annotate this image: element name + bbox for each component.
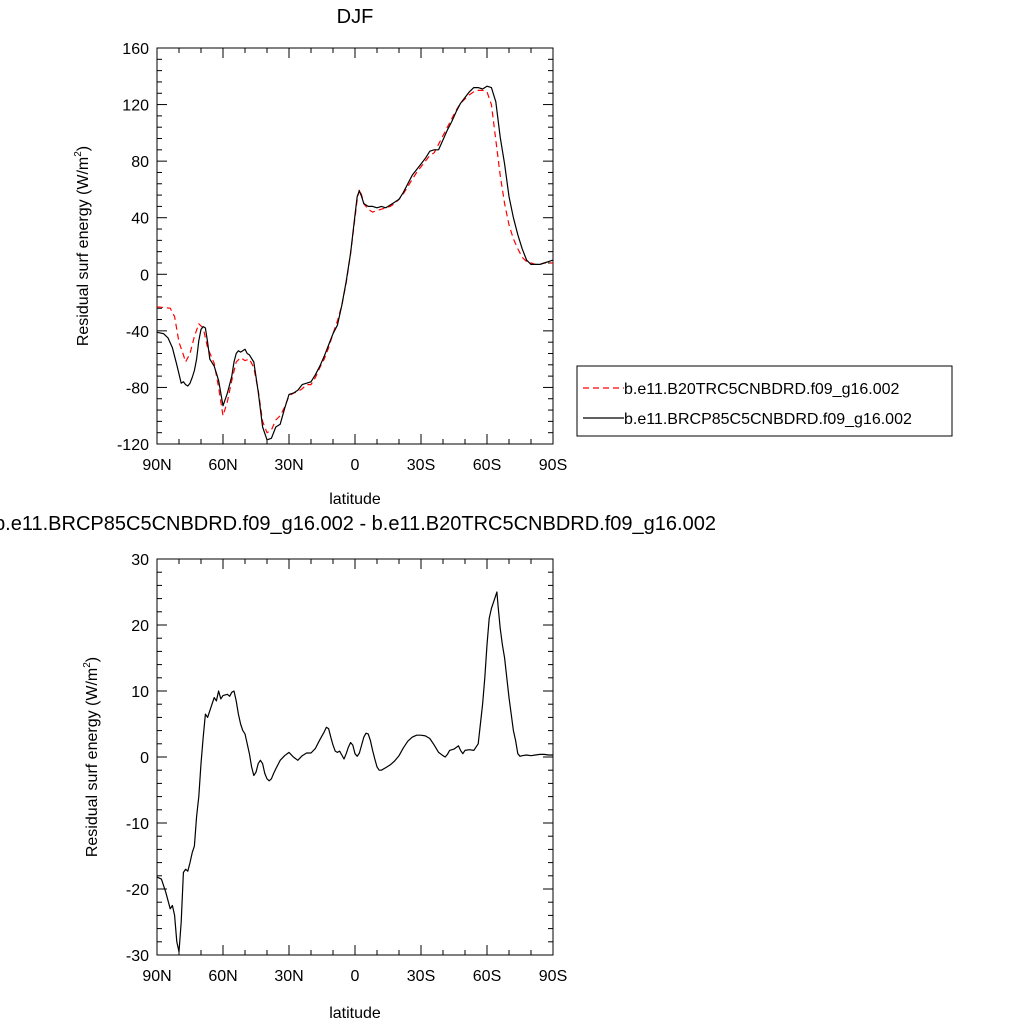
bottom-y-axis-label-sup: 2 — [82, 662, 93, 668]
bottom-x-tick-label: 0 — [351, 968, 360, 985]
bottom-y-axis-label-close: ) — [84, 657, 101, 662]
top-x-tick-label: 60N — [208, 457, 237, 474]
top-x-tick-label: 60S — [473, 457, 501, 474]
top-y-tick-label: -80 — [126, 380, 149, 397]
bottom-y-tick-label: 30 — [131, 552, 149, 569]
top-y-axis-label: Residual surf energy (W/m2) — [73, 146, 92, 346]
top-x-tick-label: 30S — [407, 457, 435, 474]
bottom-series-lines — [156, 591, 553, 953]
bottom-y-tick-label: -30 — [126, 948, 149, 965]
bottom-title: b.e11.BRCP85C5CNBDRD.f09_g16.002 - b.e11… — [0, 513, 716, 535]
top-y-tick-label: 80 — [131, 154, 149, 171]
top-plot-frame — [156, 47, 554, 445]
bottom-x-tick-label: 30S — [407, 968, 435, 985]
top-y-tick-label: 40 — [131, 211, 149, 228]
top-x-tick-label: 90N — [142, 457, 171, 474]
top-series-line-1 — [156, 85, 554, 441]
bottom-y-tick-label: 20 — [131, 618, 149, 635]
legend-box — [576, 365, 953, 437]
top-ticks: 90N 60N 30N 0 30S 60S 90S -120 -80 -40 0 40 80 120 160 — [117, 41, 567, 474]
top-x-tick-label: 0 — [351, 457, 360, 474]
bottom-x-tick-label: 90N — [142, 968, 171, 985]
bottom-y-tick-label: -20 — [126, 882, 149, 899]
top-series-lines — [156, 85, 554, 441]
bottom-x-tick-label: 90S — [539, 968, 567, 985]
top-title: DJF — [337, 6, 374, 28]
top-y-axis-label-main: Residual surf energy (W/m — [75, 157, 92, 346]
top-y-axis-label-sup: 2 — [73, 151, 84, 157]
bottom-y-axis-label: Residual surf energy (W/m2) — [82, 657, 101, 857]
top-y-axis-label-close: ) — [75, 146, 92, 151]
top-y-tick-label: 120 — [122, 98, 149, 115]
top-panel: DJF 90N 60N 30N 0 30S 60S 90S -120 -80 -40 0 40 80 12… — [73, 6, 953, 508]
bottom-y-axis-label-main: Residual surf energy (W/m — [84, 668, 101, 857]
top-x-tick-label: 30N — [274, 457, 303, 474]
bottom-panel: b.e11.BRCP85C5CNBDRD.f09_g16.002 - b.e11… — [0, 513, 716, 1022]
top-y-tick-label: -120 — [117, 437, 149, 454]
bottom-x-tick-label: 60S — [473, 968, 501, 985]
bottom-ticks: 90N 60N 30N 0 30S 60S 90S -30 -20 -10 0 10 20 30 — [126, 552, 567, 985]
top-x-tick-label: 90S — [539, 457, 567, 474]
legend-label-rcp85: b.e11.BRCP85C5CNBDRD.f09_g16.002 — [624, 411, 912, 428]
top-y-tick-label: 160 — [122, 41, 149, 58]
top-x-axis-label: latitude — [329, 491, 381, 508]
top-y-tick-label: -40 — [126, 324, 149, 341]
bottom-y-tick-label: 10 — [131, 684, 149, 701]
bottom-plot-frame — [156, 558, 554, 956]
legend-label-historical: b.e11.B20TRC5CNBDRD.f09_g16.002 — [624, 381, 900, 398]
bottom-x-tick-label: 60N — [208, 968, 237, 985]
top-y-tick-label: 0 — [140, 267, 149, 284]
bottom-x-axis-label: latitude — [329, 1005, 381, 1022]
top-series-line-0 — [156, 89, 553, 434]
bottom-y-tick-label: 0 — [140, 750, 149, 767]
bottom-y-tick-label: -10 — [126, 816, 149, 833]
legend: b.e11.B20TRC5CNBDRD.f09_g16.002 b.e11.BR… — [576, 365, 953, 437]
bottom-series-line-0 — [156, 591, 553, 953]
bottom-x-tick-label: 30N — [274, 968, 303, 985]
